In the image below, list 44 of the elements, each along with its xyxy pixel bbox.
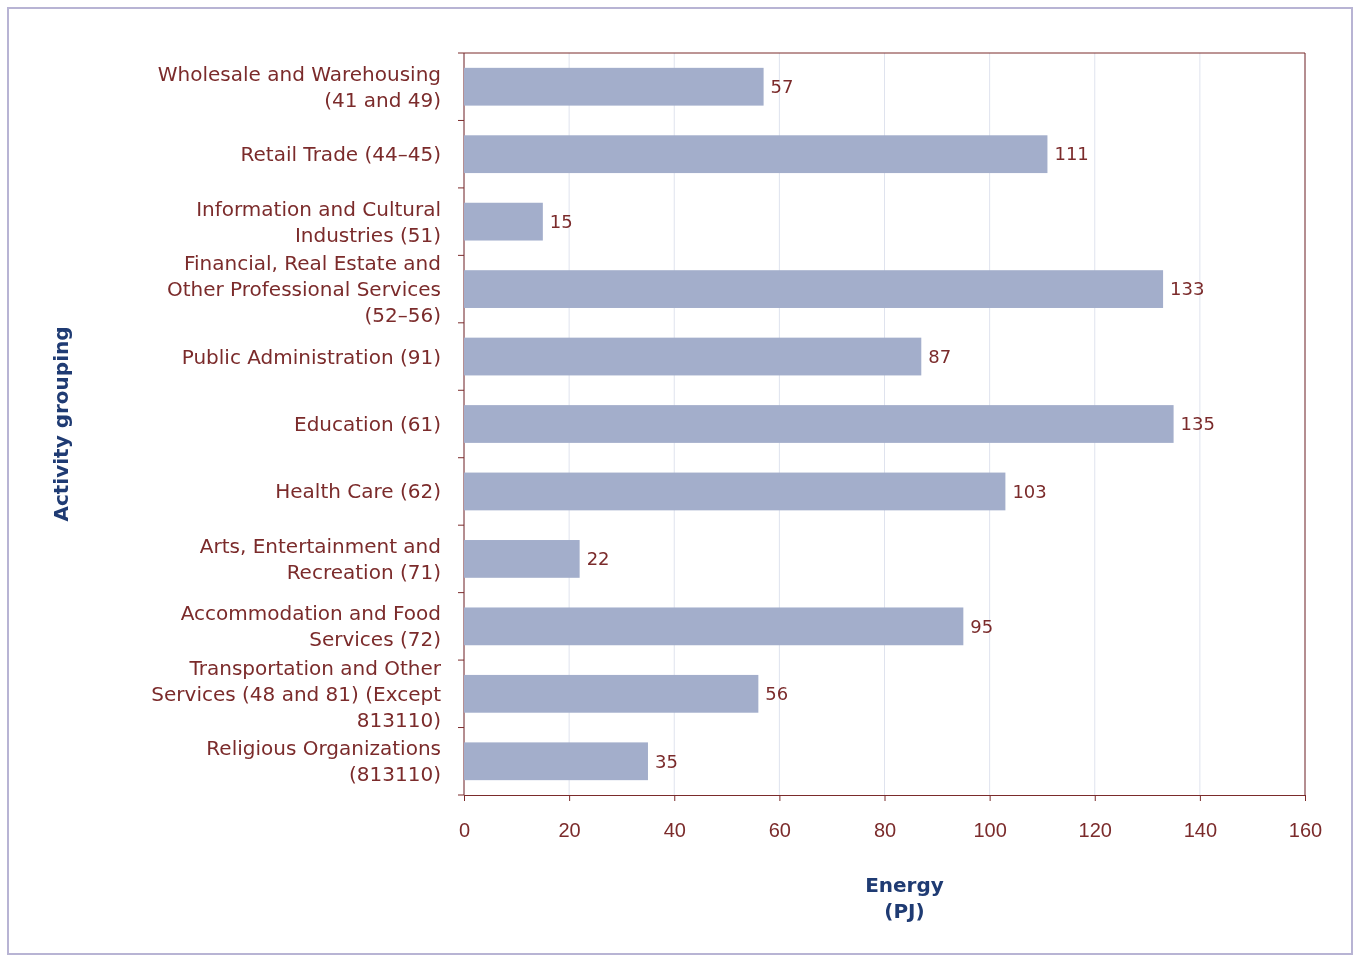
bar xyxy=(464,405,1174,443)
y-tick-label: Health Care (62) xyxy=(275,479,441,504)
y-tick-label: Public Administration (91) xyxy=(181,344,441,369)
bar xyxy=(464,202,543,241)
y-tick-label: Wholesale and Warehousing (41 and 49) xyxy=(157,61,441,112)
x-tick-label: 80 xyxy=(873,819,897,842)
bar xyxy=(464,742,648,781)
x-tick-label: 0 xyxy=(458,819,471,842)
x-tick-label: 120 xyxy=(1078,819,1112,842)
bar xyxy=(464,540,580,578)
data-label: 22 xyxy=(586,548,610,570)
x-tick-label: 40 xyxy=(663,819,686,842)
data-label: 57 xyxy=(770,76,794,98)
x-tick-label: 20 xyxy=(558,819,581,842)
y-axis-title: Activity grouping xyxy=(49,326,73,522)
bar xyxy=(464,607,964,646)
data-label: 56 xyxy=(765,683,789,705)
data-label: 87 xyxy=(928,345,952,367)
data-label: 133 xyxy=(1170,278,1205,300)
y-tick-label: Arts, Entertainment and Recreation (71) xyxy=(199,533,441,584)
bar xyxy=(464,135,1048,174)
y-tick-label: Information and Cultural Industries (51) xyxy=(196,196,441,247)
data-label: 15 xyxy=(549,210,573,232)
data-label: 103 xyxy=(1012,480,1047,502)
x-tick-label: 60 xyxy=(768,819,791,842)
y-tick-label: Accommodation and Food Services (72) xyxy=(180,601,441,652)
x-tick-label: 100 xyxy=(973,819,1007,842)
y-tick-label: Financial, Real Estate and Other Professional Services (52–56) xyxy=(166,251,441,328)
bar xyxy=(464,337,922,376)
x-tick-label: 160 xyxy=(1288,819,1323,842)
data-label: 95 xyxy=(970,615,994,637)
data-label: 35 xyxy=(654,750,678,772)
bar xyxy=(464,67,764,106)
data-label: 135 xyxy=(1180,413,1215,435)
bar xyxy=(464,674,759,713)
x-tick-label: 140 xyxy=(1183,819,1218,842)
data-label: 111 xyxy=(1054,143,1089,165)
bar xyxy=(464,472,1006,511)
y-tick-label: Transportation and Other Services (48 and 81) (Except 813110) xyxy=(151,655,442,732)
y-tick-label: Retail Trade (44–45) xyxy=(240,142,441,167)
x-axis-title: Energy (PJ) xyxy=(865,873,944,923)
bar xyxy=(464,270,1164,308)
y-tick-label: Religious Organizations (813110) xyxy=(206,736,441,787)
y-tick-label: Education (61) xyxy=(294,412,441,436)
